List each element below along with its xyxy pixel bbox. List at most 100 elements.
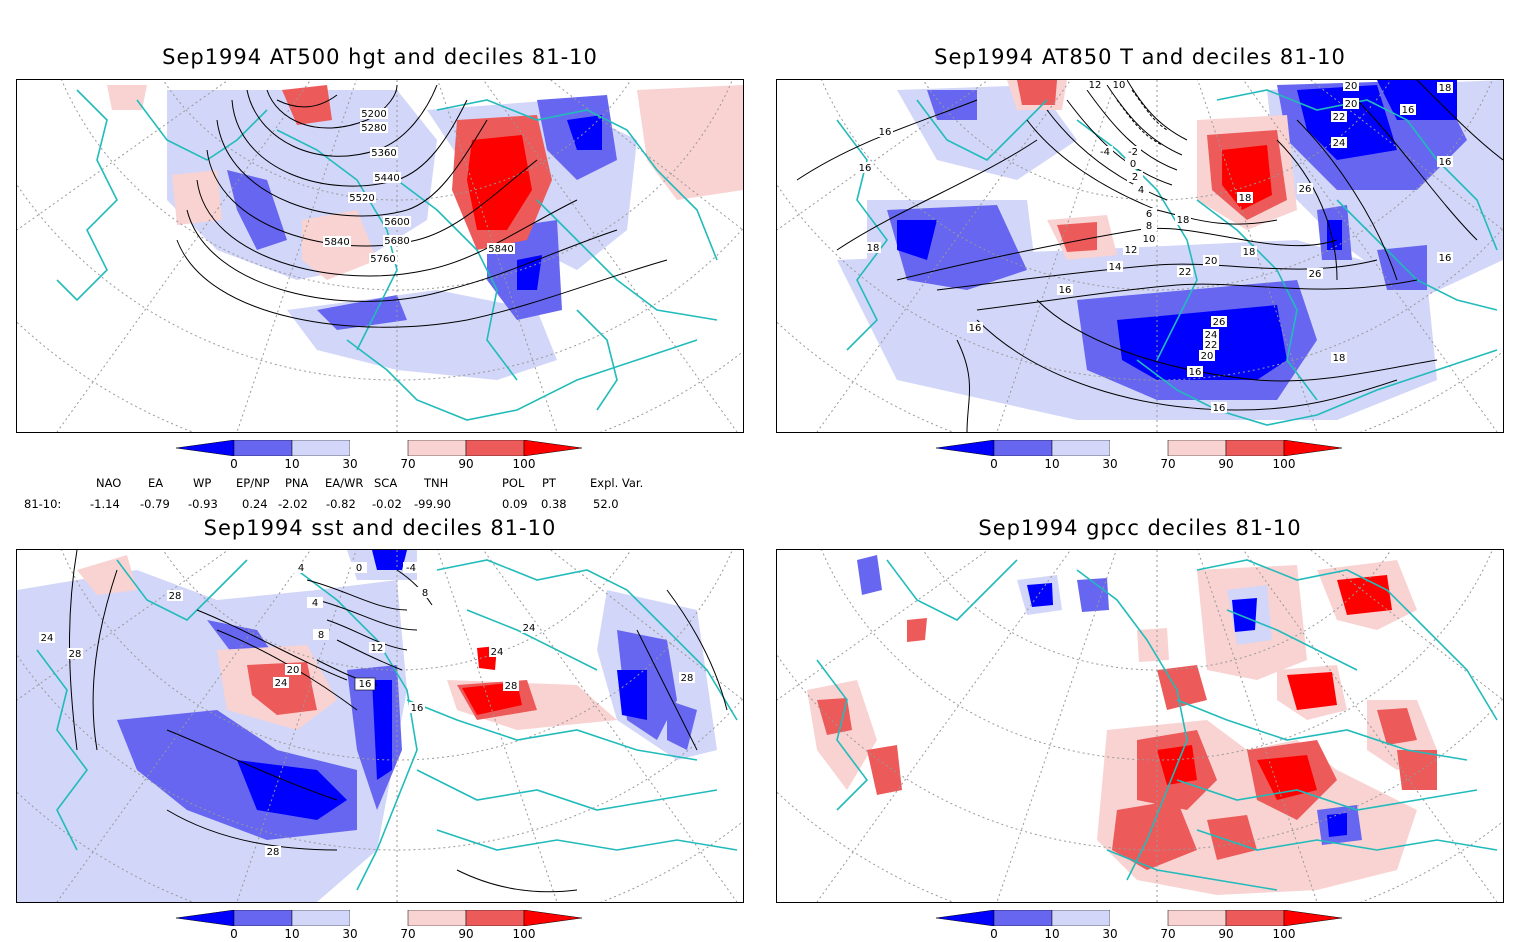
contour-label: 5200 (361, 109, 386, 120)
shade-darkblue (567, 115, 602, 150)
index-header: PNA (285, 476, 309, 490)
contour-label: -4 (1100, 147, 1110, 158)
index-row-label: 81-10: (24, 497, 62, 511)
panel4-map (776, 549, 1504, 903)
shade-medblue (317, 295, 407, 330)
contour-label: 8 (422, 588, 428, 599)
contour-label: 12 (371, 643, 384, 654)
contour-label: 20 (1201, 351, 1214, 362)
colorbar-tick: 30 (342, 457, 358, 471)
contour-label: 26 (1213, 317, 1226, 328)
contour-label: 8 (318, 630, 324, 641)
contour-label: 28 (69, 649, 82, 660)
shade-medred (1017, 80, 1057, 105)
index-header: TNH (424, 476, 449, 490)
contour-label: 20 (1345, 99, 1358, 110)
contour-label: 28 (505, 681, 518, 692)
panel2-title: Sep1994 AT850 T and deciles 81-10 (934, 45, 1346, 69)
panel1-map-svg: 5200 5280 5360 5440 5520 5600 5680 5760 … (17, 80, 743, 432)
colorbar-tick: 70 (1160, 457, 1176, 471)
panel4-colorbar: 0 10 30 70 90 100 (935, 909, 1356, 942)
contour-label: 16 (879, 127, 892, 138)
colorbar-tick: 10 (1044, 457, 1060, 471)
contour-label: 5840 (324, 237, 349, 248)
index-value: -1.14 (90, 497, 120, 511)
shade-lightblue (167, 90, 437, 280)
contour-label: 20 (1205, 256, 1218, 267)
shade-darkblue (1327, 220, 1342, 250)
contour-label: 28 (169, 591, 182, 602)
shade-darkblue (517, 255, 542, 290)
colorbar-tick: 90 (1218, 927, 1234, 941)
contour-label: 24 (41, 633, 54, 644)
panel4-map-svg (777, 550, 1503, 902)
panel2-map-svg: 12 10 20 20 22 16 24 26 18 16 16 18 18 1… (777, 80, 1503, 432)
contour-label: 5520 (349, 193, 374, 204)
index-value: 0.09 (502, 497, 528, 511)
index-value: 52.0 (593, 497, 619, 511)
shade-lightred (172, 170, 222, 225)
contour-label: 12 (1089, 80, 1102, 91)
shade-lightred (77, 555, 137, 595)
colorbar-tick: 0 (230, 927, 238, 941)
colorbar-tick: 10 (284, 927, 300, 941)
colorbar-tick: 100 (1272, 457, 1296, 471)
contour-label: -4 (406, 563, 416, 574)
shade-lightred (107, 85, 147, 110)
colorbar-svg (935, 439, 1343, 457)
index-value: -99.90 (414, 497, 452, 511)
contour-label: 16 (1402, 105, 1415, 116)
contour-label: 12 (1125, 245, 1138, 256)
contour-label: 24 (523, 623, 536, 634)
contour-label: 5840 (488, 244, 513, 255)
shade-medblue (927, 90, 977, 120)
index-header: NAO (96, 476, 122, 490)
shade-darkblue (897, 220, 937, 260)
colorbar-tick: 70 (1160, 927, 1176, 941)
shade-medblue (667, 700, 697, 750)
shade-darkred (1222, 145, 1272, 210)
index-header: WP (193, 476, 212, 490)
panel3-title: Sep1994 sst and deciles 81-10 (203, 516, 557, 540)
contour-label: 24 (1333, 138, 1346, 149)
shade-darkblue (617, 670, 647, 720)
contour-label: 8 (1146, 221, 1152, 232)
index-header: Expl. Var. (590, 476, 644, 490)
colorbar-tick: 10 (1044, 927, 1060, 941)
contour-label: 14 (1109, 262, 1122, 273)
contour-label: 5360 (371, 148, 396, 159)
colorbar-tick: 0 (230, 457, 238, 471)
contour-label: 22 (1179, 267, 1192, 278)
shade-darkblue (372, 550, 407, 570)
contour-label: 22 (1205, 340, 1218, 351)
contour-label: 6 (1146, 209, 1152, 220)
index-header: EA (148, 476, 164, 490)
contour-label: 28 (681, 673, 694, 684)
contour-label: 20 (1345, 81, 1358, 92)
contour-label: 24 (275, 678, 288, 689)
colorbar-tick: 90 (1218, 457, 1234, 471)
panel1-map: 5200 5280 5360 5440 5520 5600 5680 5760 … (16, 79, 744, 433)
panel1-colorbar: 0 10 30 70 90 100 (175, 439, 596, 472)
index-value: -0.02 (372, 497, 402, 511)
contour-label: -2 (1128, 147, 1138, 158)
contour-label: 16 (359, 679, 372, 690)
contour-label: 4 (298, 563, 304, 574)
colorbar-tick: 100 (1272, 927, 1296, 941)
contour-label: 4 (1138, 185, 1144, 196)
colorbar-tick: 30 (1102, 927, 1118, 941)
contour-label: 5680 (384, 236, 409, 247)
colorbar-tick: 30 (342, 927, 358, 941)
contour-label: 5280 (361, 123, 386, 134)
shade-medblue (227, 170, 287, 250)
index-value: -0.93 (188, 497, 218, 511)
colorbar-tick: 70 (400, 457, 416, 471)
panel3-map-svg: 4 0 -4 8 4 12 8 16 20 24 28 24 28 28 16 … (17, 550, 743, 902)
index-value: -0.79 (140, 497, 170, 511)
contour-label: 0 (1130, 159, 1136, 170)
contour-label: 16 (1439, 253, 1452, 264)
contour-label: 26 (1299, 184, 1312, 195)
contour-label: 4 (312, 598, 318, 609)
panel3-map: 4 0 -4 8 4 12 8 16 20 24 28 24 28 28 16 … (16, 549, 744, 903)
precip-shading (807, 555, 1437, 895)
